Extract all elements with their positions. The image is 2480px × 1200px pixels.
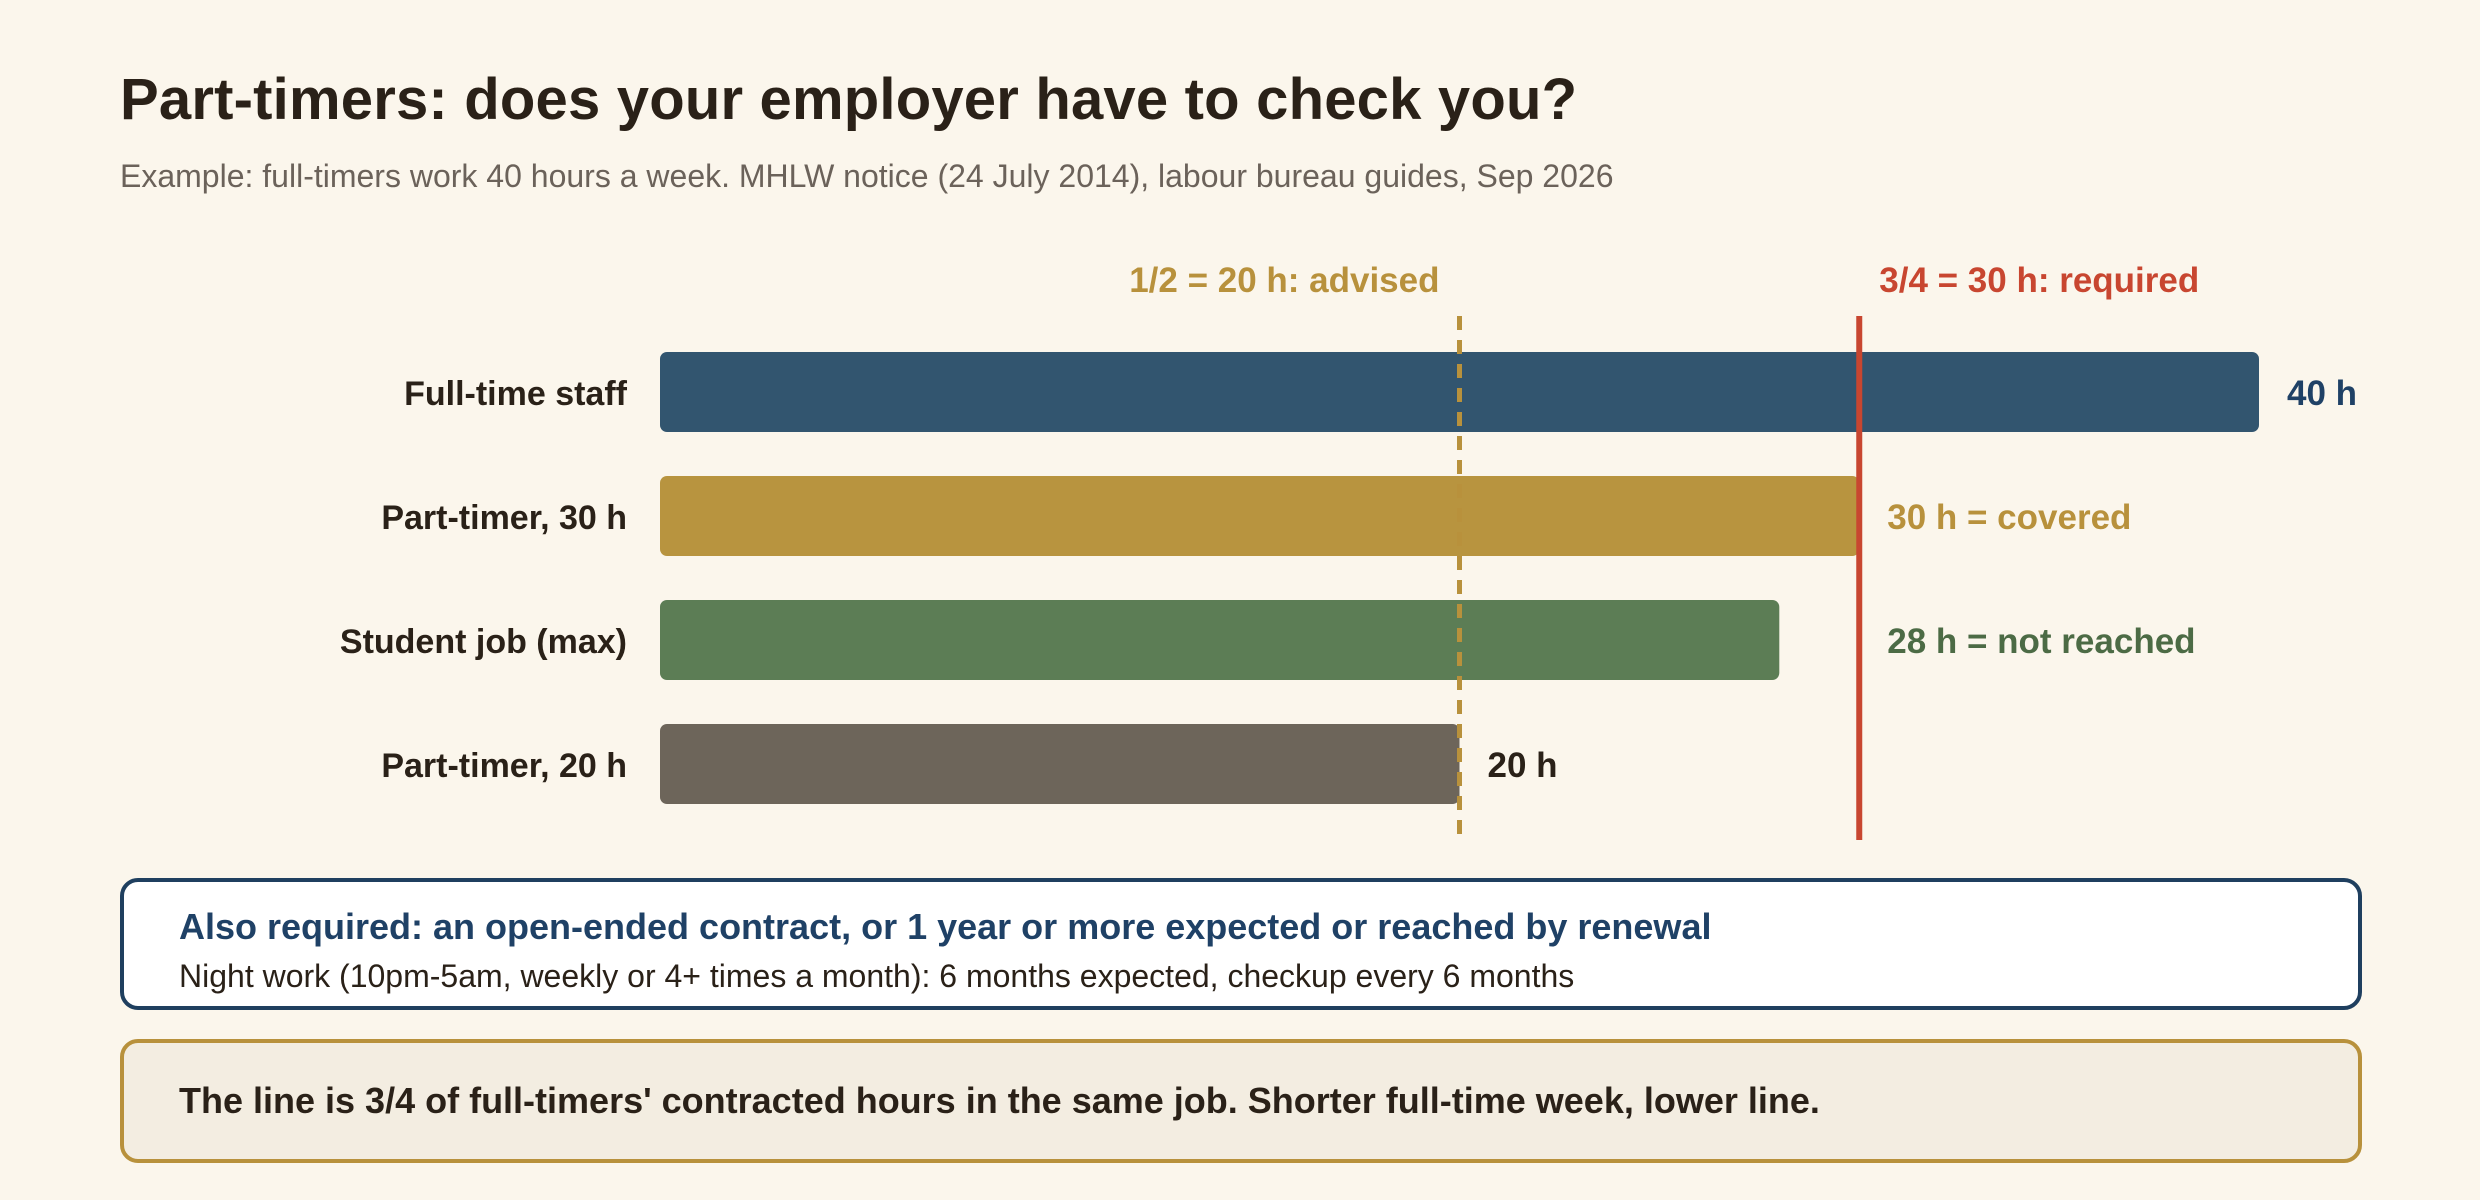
category-label-1: Full-time staff	[404, 375, 628, 413]
threshold-label-2: 3/4 = 30 h: required	[1879, 261, 2199, 300]
chart-title: Part-timers: does your employer have to …	[120, 67, 1578, 132]
info-box-heading: Also required: an open-ended contract, o…	[179, 906, 1712, 947]
info-box: Also required: an open-ended contract, o…	[120, 878, 2362, 1010]
value-label-3: 28 h = not reached	[1887, 622, 2195, 661]
info-box-detail: Night work (10pm-5am, weekly or 4+ times…	[179, 958, 1575, 994]
category-label-3: Student job (max)	[340, 623, 627, 661]
bar-2	[660, 476, 1860, 556]
value-label-1: 40 h	[2287, 374, 2357, 413]
bar-4	[660, 724, 1460, 804]
note-box-text: The line is 3/4 of full-timers' contract…	[179, 1080, 1820, 1121]
bar-chart: Full-time staff Part-timer, 30 h Student j…	[340, 261, 2357, 840]
category-label-2: Part-timer, 30 h	[381, 499, 627, 537]
chart-subtitle: Example: full-timers work 40 hours a wee…	[120, 158, 1614, 194]
category-label-4: Part-timer, 20 h	[381, 747, 627, 785]
value-label-4: 20 h	[1488, 746, 1558, 785]
bar-3	[660, 600, 1780, 680]
threshold-label-1: 1/2 = 20 h: advised	[1129, 261, 1439, 300]
note-box: The line is 3/4 of full-timers' contract…	[120, 1039, 2362, 1163]
value-label-2: 30 h = covered	[1887, 498, 2131, 537]
